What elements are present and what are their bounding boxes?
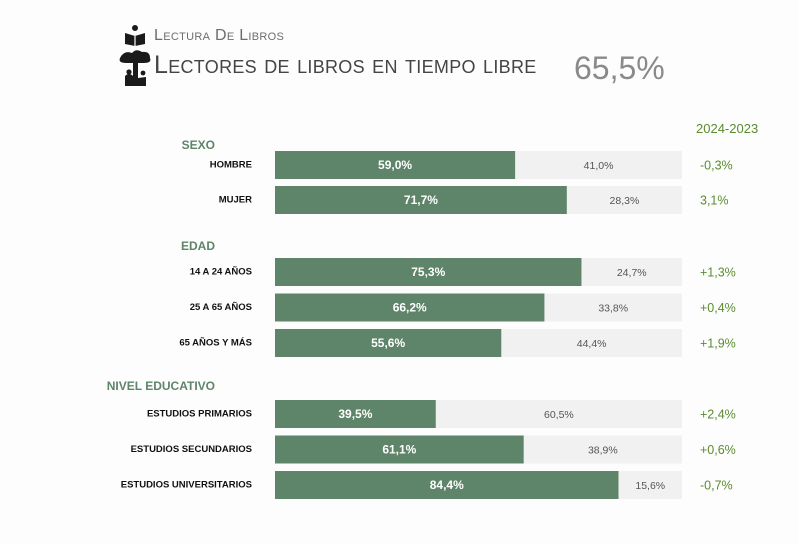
remainder-label: 33,8%	[598, 302, 628, 314]
change-value: -0,3%	[700, 158, 733, 172]
total-percentage: 65,5%	[574, 50, 665, 86]
book-reader-icon	[125, 25, 145, 46]
value-bar	[275, 471, 619, 499]
value-bar	[275, 151, 516, 179]
remainder-bar	[523, 435, 682, 464]
category-label: ESTUDIOS PRIMARIOS	[147, 409, 252, 420]
change-column-header: 2024-2023	[696, 121, 759, 136]
remainder-label: 38,9%	[588, 444, 618, 456]
remainder-label: 15,6%	[635, 480, 665, 492]
remainder-bar	[515, 151, 682, 179]
category-label: HOMBRE	[210, 160, 252, 171]
chart-title: Lectores de libros en tiempo libre	[154, 51, 537, 79]
change-value: 3,1%	[700, 193, 729, 207]
value-label: 84,4%	[430, 478, 464, 492]
tree-reader-icon	[119, 50, 151, 86]
remainder-bar	[566, 186, 682, 214]
remainder-label: 28,3%	[610, 195, 640, 207]
section-label: EDAD	[181, 239, 215, 253]
value-label: 55,6%	[371, 336, 405, 350]
value-label: 39,5%	[338, 407, 372, 421]
remainder-label: 44,4%	[577, 338, 607, 350]
value-label: 66,2%	[393, 301, 427, 315]
remainder-bar	[544, 293, 682, 322]
change-value: +2,4%	[700, 407, 736, 421]
category-label: ESTUDIOS UNIVERSITARIOS	[121, 480, 252, 491]
section-label: SEXO	[182, 138, 215, 152]
category-label: 14 A 24 AÑOS	[190, 267, 252, 278]
value-bar	[275, 186, 567, 214]
value-label: 75,3%	[411, 265, 445, 279]
value-bar	[275, 435, 524, 464]
remainder-bar	[435, 400, 682, 428]
change-value: +1,9%	[700, 336, 736, 350]
value-label: 71,7%	[404, 193, 438, 207]
value-label: 59,0%	[378, 158, 412, 172]
remainder-bar	[618, 471, 682, 499]
category-label: 25 A 65 AÑOS	[190, 302, 252, 313]
value-bar	[275, 293, 545, 322]
value-bar	[275, 329, 502, 357]
remainder-bar	[501, 329, 682, 357]
value-bar	[275, 258, 582, 286]
report-subtitle: Lectura De Libros	[154, 27, 285, 44]
remainder-label: 60,5%	[544, 409, 574, 421]
remainder-bar	[581, 258, 682, 286]
section-label: NIVEL EDUCATIVO	[107, 379, 215, 393]
change-value: +1,3%	[700, 265, 736, 279]
category-label: 65 AÑOS Y MÁS	[179, 338, 252, 349]
category-label: ESTUDIOS SECUNDARIOS	[131, 444, 252, 455]
change-value: +0,6%	[700, 443, 736, 457]
category-label: MUJER	[219, 195, 252, 206]
remainder-label: 24,7%	[617, 267, 647, 279]
value-bar	[275, 400, 436, 428]
value-label: 61,1%	[382, 443, 416, 457]
change-value: -0,7%	[700, 478, 733, 492]
change-value: +0,4%	[700, 301, 736, 315]
remainder-label: 41,0%	[584, 160, 614, 172]
